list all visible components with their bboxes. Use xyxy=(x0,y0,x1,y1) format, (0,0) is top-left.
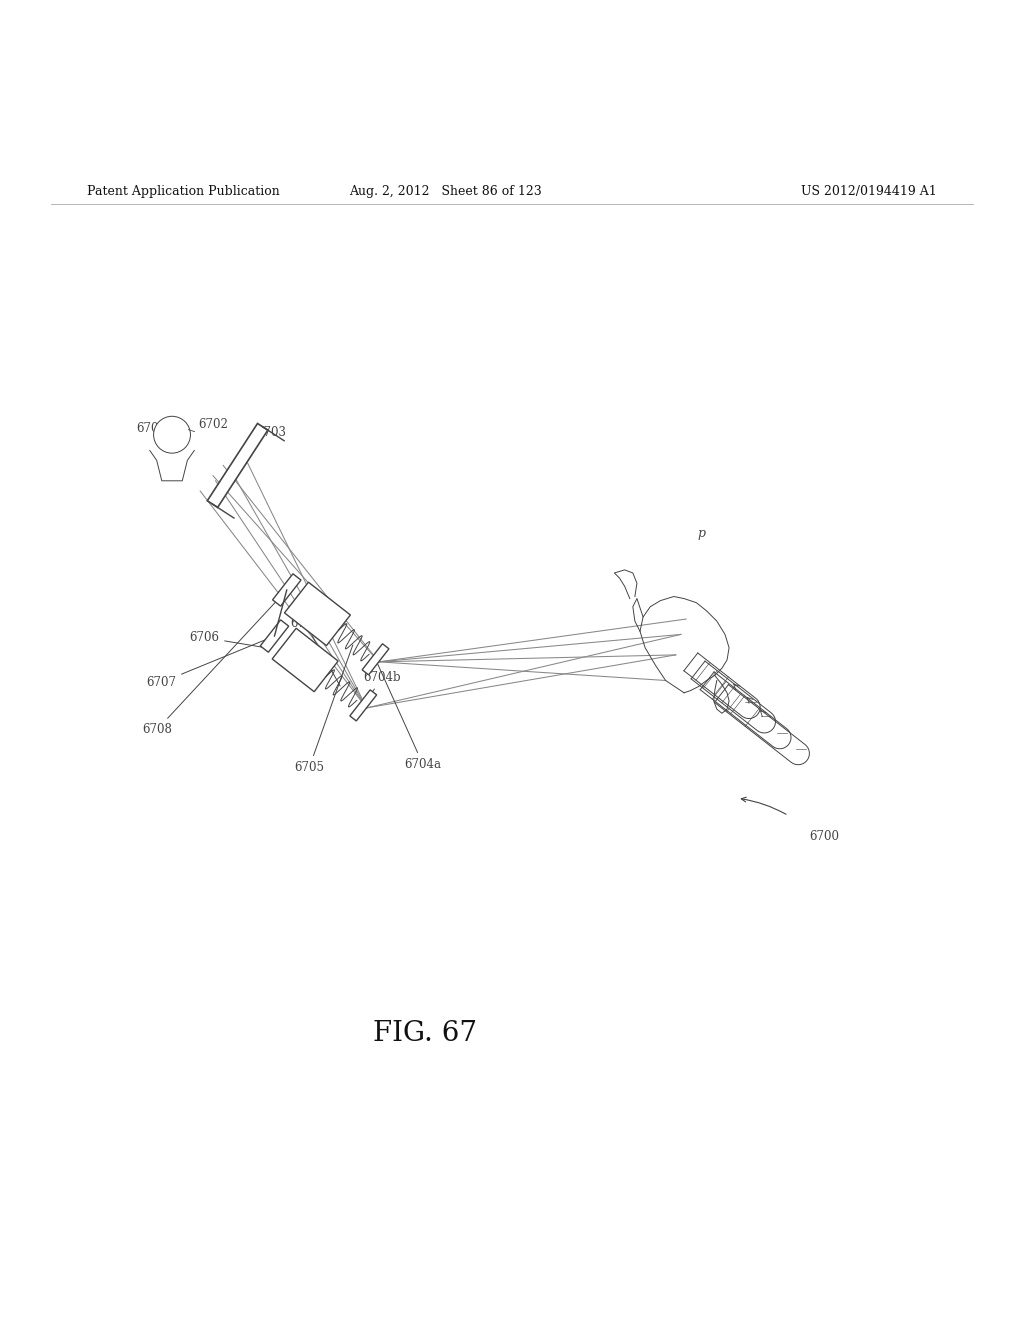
Text: 6704a: 6704a xyxy=(377,661,441,771)
Polygon shape xyxy=(260,620,289,652)
Text: 6705: 6705 xyxy=(294,645,353,774)
Polygon shape xyxy=(272,628,338,692)
Text: Patent Application Publication: Patent Application Publication xyxy=(87,185,280,198)
Text: 6701: 6701 xyxy=(136,422,167,436)
Polygon shape xyxy=(272,574,301,606)
Polygon shape xyxy=(350,690,377,721)
Polygon shape xyxy=(285,582,350,645)
Text: 6707: 6707 xyxy=(146,638,272,689)
Text: 6705: 6705 xyxy=(290,616,340,686)
Text: p: p xyxy=(697,527,706,540)
Text: US 2012/0194419 A1: US 2012/0194419 A1 xyxy=(801,185,937,198)
Text: 6708: 6708 xyxy=(142,591,285,737)
Text: 6706: 6706 xyxy=(189,631,266,648)
Polygon shape xyxy=(207,424,268,507)
Circle shape xyxy=(154,416,190,453)
Polygon shape xyxy=(362,644,389,675)
Text: Aug. 2, 2012   Sheet 86 of 123: Aug. 2, 2012 Sheet 86 of 123 xyxy=(349,185,542,198)
Text: 6704b: 6704b xyxy=(364,671,401,704)
Text: 6702: 6702 xyxy=(198,418,228,430)
Text: 6700: 6700 xyxy=(809,830,839,842)
Text: 6703: 6703 xyxy=(256,426,287,440)
Text: FIG. 67: FIG. 67 xyxy=(373,1020,477,1047)
